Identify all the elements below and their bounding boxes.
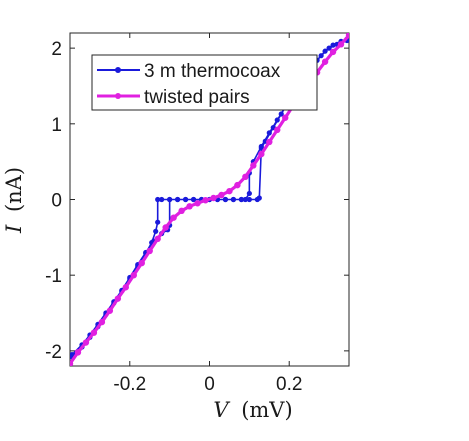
- data-point-3-m-thermocoax: [153, 228, 159, 234]
- data-point-twisted-pairs: [210, 194, 217, 202]
- data-point-3-m-thermocoax: [258, 143, 264, 150]
- data-point-3-m-thermocoax: [190, 196, 197, 203]
- data-point-3-m-thermocoax: [167, 196, 173, 203]
- data-point-3-m-thermocoax: [238, 196, 244, 203]
- data-point-twisted-pairs: [218, 191, 225, 199]
- data-point-twisted-pairs: [74, 349, 82, 356]
- legend: 3 m thermocoax twisted pairs: [91, 54, 318, 111]
- data-point-twisted-pairs: [321, 58, 329, 65]
- y-axis-label: I (nA): [2, 167, 26, 234]
- data-point-twisted-pairs: [106, 307, 114, 314]
- data-point-twisted-pairs: [170, 214, 177, 221]
- data-point-twisted-pairs: [138, 259, 145, 267]
- data-point-twisted-pairs: [114, 295, 122, 302]
- legend-marker-thermocoax: [115, 67, 121, 73]
- data-point-twisted-pairs: [98, 318, 106, 326]
- data-point-twisted-pairs: [266, 138, 273, 146]
- x-axis-unit: (mV): [241, 398, 292, 422]
- data-point-twisted-pairs: [178, 207, 185, 215]
- data-point-3-m-thermocoax: [155, 219, 161, 225]
- data-point-twisted-pairs: [130, 271, 137, 279]
- data-point-twisted-pairs: [202, 197, 209, 204]
- data-point-twisted-pairs: [337, 41, 345, 48]
- axis-ticks: -0.2 0 0.2 -2 -1 0 1 2: [45, 33, 349, 395]
- data-point-twisted-pairs: [194, 200, 201, 207]
- data-point-twisted-pairs: [162, 224, 169, 231]
- data-point-3-m-thermocoax: [326, 45, 332, 51]
- y-axis-unit: (nA): [2, 167, 26, 212]
- data-point-3-m-thermocoax: [278, 111, 284, 117]
- data-point-3-m-thermocoax: [155, 196, 161, 203]
- x-tick-label: 0: [204, 374, 215, 395]
- legend-label-thermocoax: 3 m thermocoax: [144, 61, 281, 82]
- data-point-3-m-thermocoax: [330, 42, 336, 48]
- data-point-twisted-pairs: [282, 114, 289, 121]
- data-point-3-m-thermocoax: [318, 53, 324, 59]
- x-tick-label: 0.2: [276, 374, 302, 395]
- data-point-twisted-pairs: [146, 247, 153, 255]
- data-point-3-m-thermocoax: [175, 196, 181, 203]
- data-point-3-m-thermocoax: [159, 196, 165, 203]
- legend-label-twisted-pairs: twisted pairs: [144, 87, 250, 108]
- data-point-twisted-pairs: [242, 173, 249, 180]
- data-point-3-m-thermocoax: [266, 130, 272, 136]
- data-point-twisted-pairs: [154, 235, 161, 243]
- data-point-3-m-thermocoax: [246, 196, 252, 203]
- svg-text:V (mV): V (mV): [213, 398, 292, 422]
- y-axis-symbol: I: [2, 224, 26, 234]
- svg-text:I (nA): I (nA): [2, 167, 26, 234]
- data-point-3-m-thermocoax: [246, 190, 252, 197]
- data-point-twisted-pairs: [82, 339, 90, 346]
- data-point-twisted-pairs: [90, 329, 98, 336]
- y-tick-label: 2: [51, 39, 62, 60]
- x-axis-symbol: V: [213, 398, 230, 422]
- data-point-twisted-pairs: [226, 187, 233, 195]
- data-point-3-m-thermocoax: [182, 196, 189, 203]
- data-point-3-m-thermocoax: [274, 117, 280, 123]
- data-point-twisted-pairs: [234, 181, 241, 189]
- data-point-twisted-pairs: [250, 162, 257, 169]
- data-point-twisted-pairs: [274, 126, 281, 134]
- data-point-3-m-thermocoax: [222, 196, 229, 203]
- y-tick-label: 0: [51, 191, 62, 212]
- data-point-3-m-thermocoax: [70, 352, 75, 358]
- data-point-twisted-pairs: [70, 360, 74, 366]
- y-tick-label: -2: [45, 342, 62, 363]
- legend-marker-twisted-pairs: [115, 93, 121, 99]
- data-point-twisted-pairs: [345, 33, 349, 39]
- y-tick-label: 1: [51, 115, 62, 136]
- data-point-3-m-thermocoax: [322, 48, 328, 54]
- data-point-twisted-pairs: [122, 284, 129, 291]
- data-point-3-m-thermocoax: [242, 196, 248, 203]
- data-point-twisted-pairs: [258, 150, 265, 158]
- data-point-3-m-thermocoax: [256, 195, 262, 201]
- x-axis-label: V (mV): [213, 398, 292, 422]
- x-tick-label: -0.2: [113, 374, 146, 395]
- data-point-twisted-pairs: [329, 48, 337, 56]
- data-point-3-m-thermocoax: [230, 196, 237, 203]
- legend-box: [91, 54, 318, 111]
- data-point-twisted-pairs: [186, 203, 193, 210]
- y-tick-label: -1: [45, 266, 62, 287]
